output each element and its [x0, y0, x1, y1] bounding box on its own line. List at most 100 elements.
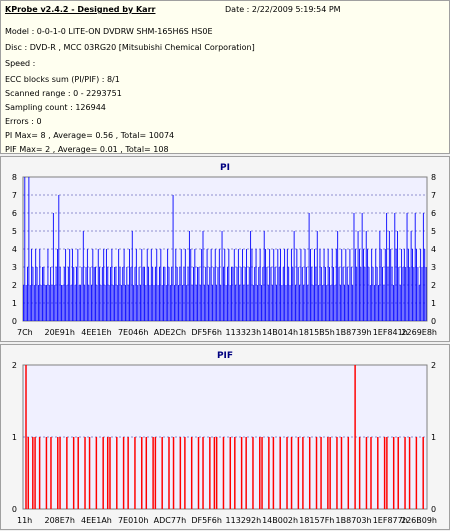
app-title: KProbe v2.4.2 - Designed by Karr [5, 5, 156, 14]
pi-xtick: 1815B5h [299, 328, 335, 337]
pi-bar [368, 267, 370, 321]
pi-bar [354, 249, 356, 321]
pi-bar [372, 267, 374, 321]
pif-bar [134, 437, 136, 509]
pif-bar [168, 437, 170, 509]
pi-bar [392, 285, 394, 321]
pi-bar [138, 267, 140, 321]
pi-bar [154, 267, 156, 321]
pi-bar [364, 267, 366, 321]
pif-bar [109, 437, 111, 509]
pi-bar [37, 285, 39, 321]
pi-bar [186, 285, 188, 321]
pi-bar [163, 267, 164, 321]
pif-bar [354, 365, 356, 509]
pi-bar [292, 267, 294, 321]
pi-bar [33, 285, 35, 321]
pif-bar [66, 437, 68, 509]
pi-bar [348, 285, 349, 321]
pi-bar [240, 267, 242, 321]
pif-bar [27, 437, 30, 509]
pi-bar [130, 267, 132, 321]
pi-bar [334, 285, 336, 321]
pi-bar [300, 249, 302, 321]
pi-xtick: 113323h [226, 328, 262, 337]
pif-xtick: 226B09h [401, 516, 437, 525]
pi-ytick-right: 5 [431, 227, 436, 236]
pif-bar [25, 365, 27, 509]
pi-bar [62, 285, 64, 321]
pi-bar [35, 249, 37, 321]
pi-bar [380, 249, 382, 321]
pif-ytick-right: 1 [431, 433, 436, 442]
pi-bar [412, 249, 413, 321]
pi-bar [228, 249, 230, 321]
pi-bar [213, 267, 215, 321]
pif-bar [386, 437, 388, 509]
pi-bar [329, 267, 330, 321]
pi-bar [303, 285, 305, 321]
pi-bar [173, 285, 175, 321]
pi-bar [133, 285, 135, 321]
pi-xtick: 2269E8h [401, 328, 437, 337]
pi-bar [331, 249, 333, 321]
pi-bar [97, 249, 99, 321]
pif-xtick: 7E010h [118, 516, 148, 525]
pi-bar [345, 249, 347, 321]
pif-bar [190, 437, 193, 509]
pif-bar [72, 437, 75, 509]
pi-bar [141, 249, 143, 321]
pi-bar [326, 285, 328, 321]
pi-bar [195, 285, 197, 321]
pi-bar [206, 249, 208, 321]
pif-bar [286, 437, 288, 509]
pi-bar [346, 267, 348, 321]
pi-bar [32, 267, 34, 321]
pi-bar [27, 267, 28, 321]
pi-bar [422, 213, 424, 321]
pi-bar [261, 285, 262, 321]
pi-bar [401, 249, 403, 321]
pi-bar [145, 285, 147, 321]
pi-bar [194, 249, 196, 321]
pi-bar [48, 285, 50, 321]
pi-bar [214, 249, 216, 321]
pi-ytick-left: 2 [12, 281, 17, 290]
pi-bar [246, 249, 247, 321]
pi-bar [318, 285, 320, 321]
pi-bar [262, 267, 264, 321]
pi-bar [288, 267, 290, 321]
pi-bar [104, 285, 106, 321]
pi-bar [295, 285, 296, 321]
pi-bar [142, 267, 144, 321]
pi-bar [89, 267, 91, 321]
pif-xtick: DF5F6h [191, 516, 222, 525]
pif-xtick: 113292h [226, 516, 262, 525]
info-panel: KProbe v2.4.2 - Designed by Karr Date : … [0, 0, 450, 154]
pif-xtick: 1B8703h [336, 516, 372, 525]
pi-bar [216, 285, 218, 321]
pif-bar [161, 437, 163, 509]
pi-ytick-left: 6 [12, 209, 17, 218]
pi-bar [28, 177, 30, 321]
pi-bar [383, 285, 385, 321]
pi-bar [278, 267, 280, 321]
pi-bar [73, 267, 75, 321]
pif-bar [127, 437, 129, 509]
pif-bar [268, 437, 270, 509]
pif-bar [234, 437, 236, 509]
pi-bar [23, 285, 24, 321]
pi-bar [95, 267, 96, 321]
pif-bar [179, 437, 182, 509]
pi-bar [367, 249, 369, 321]
errors-info: Errors : 0 [5, 117, 42, 126]
pi-bar [160, 249, 162, 321]
pi-bar [146, 249, 148, 321]
pi-bar [417, 267, 419, 321]
pi-bar [365, 231, 367, 321]
pi-bar [267, 285, 269, 321]
pi-bar [231, 267, 233, 321]
pi-bar [338, 267, 340, 321]
pi-bar [290, 249, 292, 321]
pif-bar [59, 437, 61, 509]
